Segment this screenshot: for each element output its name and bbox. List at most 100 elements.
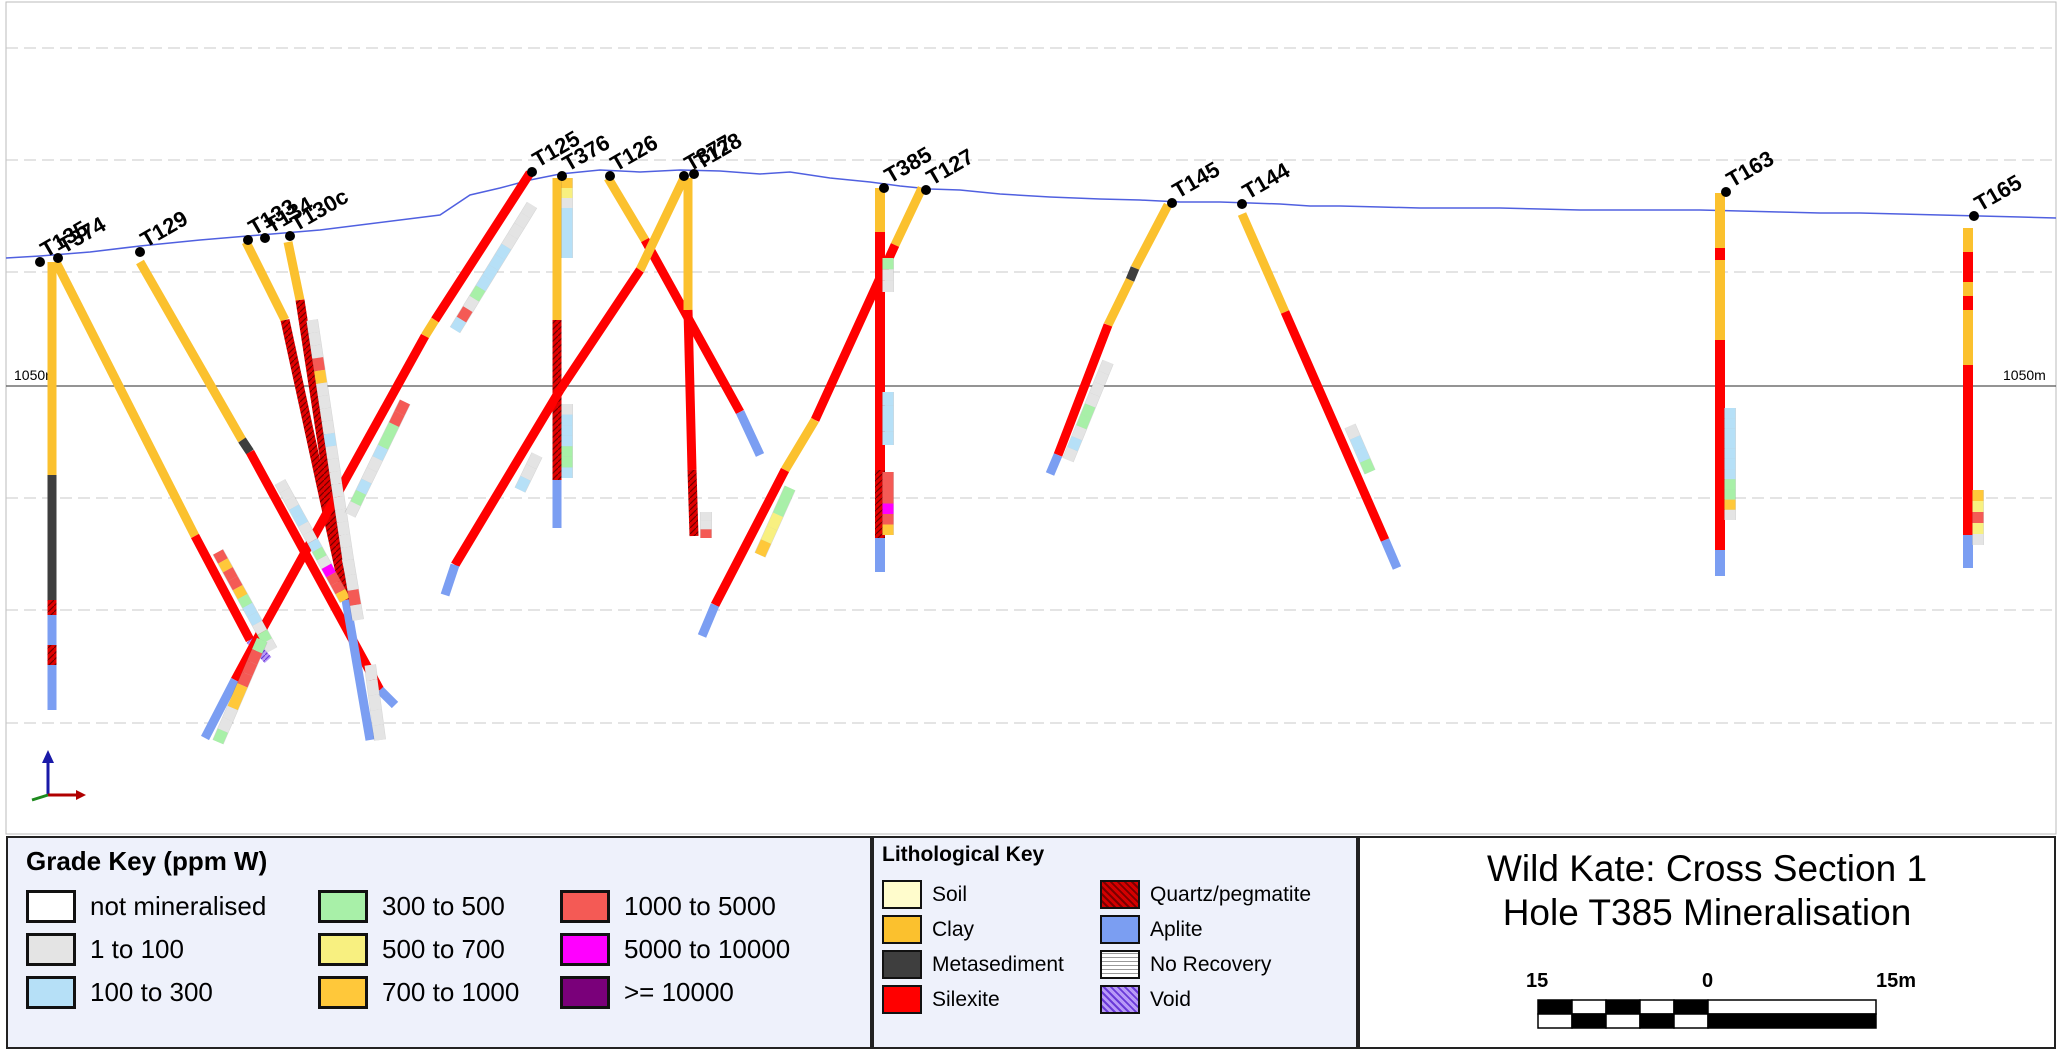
section-frame: [5, 1, 2057, 835]
hole-trace-t144: [1237, 212, 1402, 570]
grade-sample-interval: [1085, 392, 1100, 408]
scale-label-left: 15: [1526, 970, 1549, 992]
grade-sample-interval: [262, 638, 277, 653]
hole-collar-marker: [679, 171, 689, 181]
hole-label: T129: [136, 206, 192, 253]
hole-trace-t374: [51, 259, 272, 664]
lithology-key-label: Metasediment: [932, 952, 1064, 976]
hole-label: T130c: [286, 183, 353, 236]
hole-label: T165: [1970, 170, 2026, 217]
lithology-swatch: [1100, 985, 1140, 1014]
hole-label: T163: [1722, 146, 1778, 193]
grade-sample-interval: [488, 254, 505, 271]
grade-sample-interval: [257, 629, 272, 644]
grade-sample-interval: [469, 285, 486, 302]
grade-sample-interval: [242, 602, 258, 618]
grade-sample-interval: [514, 212, 531, 229]
grade-sample-interval: [222, 705, 238, 722]
grade-sample-interval: [378, 433, 394, 450]
grade-swatch: [318, 976, 368, 1009]
grade-sample-interval: [356, 478, 372, 495]
grade-sample-interval: [275, 479, 290, 494]
hole-collar-marker: [879, 183, 889, 193]
grade-swatch: [560, 976, 610, 1009]
grade-sample-interval: [347, 589, 361, 606]
grade-sample-interval: [312, 357, 326, 372]
grade-sample-interval: [364, 664, 378, 681]
hole-collar-marker: [135, 247, 145, 257]
grade-sample-interval: [1062, 447, 1078, 463]
grade-sample-interval: [335, 588, 350, 603]
hole-trace-t128: [683, 178, 699, 537]
grade-sample-interval: [212, 728, 228, 745]
grade-sample-interval: [1359, 458, 1376, 475]
grade-sample-interval: [237, 593, 253, 609]
grade-swatch: [26, 890, 76, 923]
hole-label: T126: [606, 130, 662, 177]
grade-sample-interval: [279, 487, 295, 502]
lithology-key-label: No Recovery: [1150, 952, 1272, 976]
grade-sample-interval: [303, 529, 318, 544]
grade-sample-interval: [232, 683, 248, 699]
grade-sample-interval: [338, 533, 352, 549]
grade-sample-interval: [317, 394, 331, 410]
grade-sample-interval: [345, 574, 359, 591]
grade-sample-interval: [345, 501, 361, 518]
grade-key-label: 500 to 700: [382, 934, 505, 964]
grade-sample-interval: [515, 475, 531, 493]
grade-key-item: 300 to 500: [318, 890, 505, 923]
grade-sample-interval: [284, 496, 299, 510]
grade-key-item: 100 to 300: [26, 976, 213, 1009]
grade-sample-interval: [340, 546, 354, 561]
hole-trace-t145: [1045, 202, 1172, 476]
lithology-key-item: Soil: [882, 880, 967, 909]
lithology-key-item: Quartz/pegmatite: [1100, 880, 1311, 909]
grade-sample-interval: [329, 470, 343, 486]
grade-sample-interval: [760, 525, 778, 544]
scale-label-right: 15m: [1876, 970, 1917, 992]
grade-sample-interval: [319, 407, 333, 422]
grade-sample-interval: [520, 464, 537, 481]
hole-label: T144: [1238, 157, 1295, 204]
title-box: Wild Kate: Cross Section 1 Hole T385 Min…: [1358, 836, 2056, 948]
hole-collar-marker: [1969, 211, 1979, 221]
drill-holes: [47, 170, 1973, 741]
hole-label: T145: [1168, 157, 1224, 204]
lithology-swatch: [1100, 915, 1140, 944]
hole-collar-marker: [260, 233, 270, 243]
grade-key-label: 1000 to 5000: [624, 891, 776, 921]
grade-swatch: [26, 976, 76, 1009]
hole-trace-t377: [440, 176, 689, 597]
grade-sample-interval: [330, 580, 346, 595]
hole-collar-marker: [285, 231, 295, 241]
grade-sample-interval: [218, 558, 233, 573]
lithology-key-label: Clay: [932, 917, 975, 941]
grade-key-panel: Grade Key (ppm W) not mineralised 1 to 10…: [6, 836, 872, 1049]
lithology-swatch: [882, 985, 922, 1014]
grade-sample-interval: [316, 382, 329, 397]
grade-sample-interval: [370, 709, 384, 726]
grade-sample-interval: [482, 264, 499, 281]
grade-sample-interval: [456, 306, 473, 323]
grade-swatch: [318, 933, 368, 966]
grade-sample-interval: [394, 399, 410, 416]
grade-sample-interval: [310, 344, 324, 359]
lithology-key-label: Void: [1150, 987, 1191, 1011]
title-line-2: Hole T385 Mineralisation: [1502, 892, 1912, 933]
lithology-key-item: Void: [1100, 985, 1191, 1014]
grade-sample-interval: [368, 694, 382, 711]
grade-sample-interval: [367, 456, 383, 473]
lithology-swatch: [882, 950, 922, 979]
grade-sample-interval: [326, 572, 341, 586]
orientation-axes-icon: [31, 750, 86, 802]
grade-sample-interval: [223, 567, 238, 582]
grade-sample-interval: [293, 513, 309, 527]
grade-sample-interval: [333, 496, 346, 511]
grade-sample-interval: [772, 499, 790, 518]
hole-collar-marker: [53, 253, 63, 263]
grade-sample-interval: [334, 508, 348, 523]
grade-sample-interval: [450, 316, 467, 333]
grade-swatch: [26, 933, 76, 966]
grade-sample-interval: [242, 660, 258, 677]
elevation-label-right: 1050m: [2003, 367, 2046, 383]
